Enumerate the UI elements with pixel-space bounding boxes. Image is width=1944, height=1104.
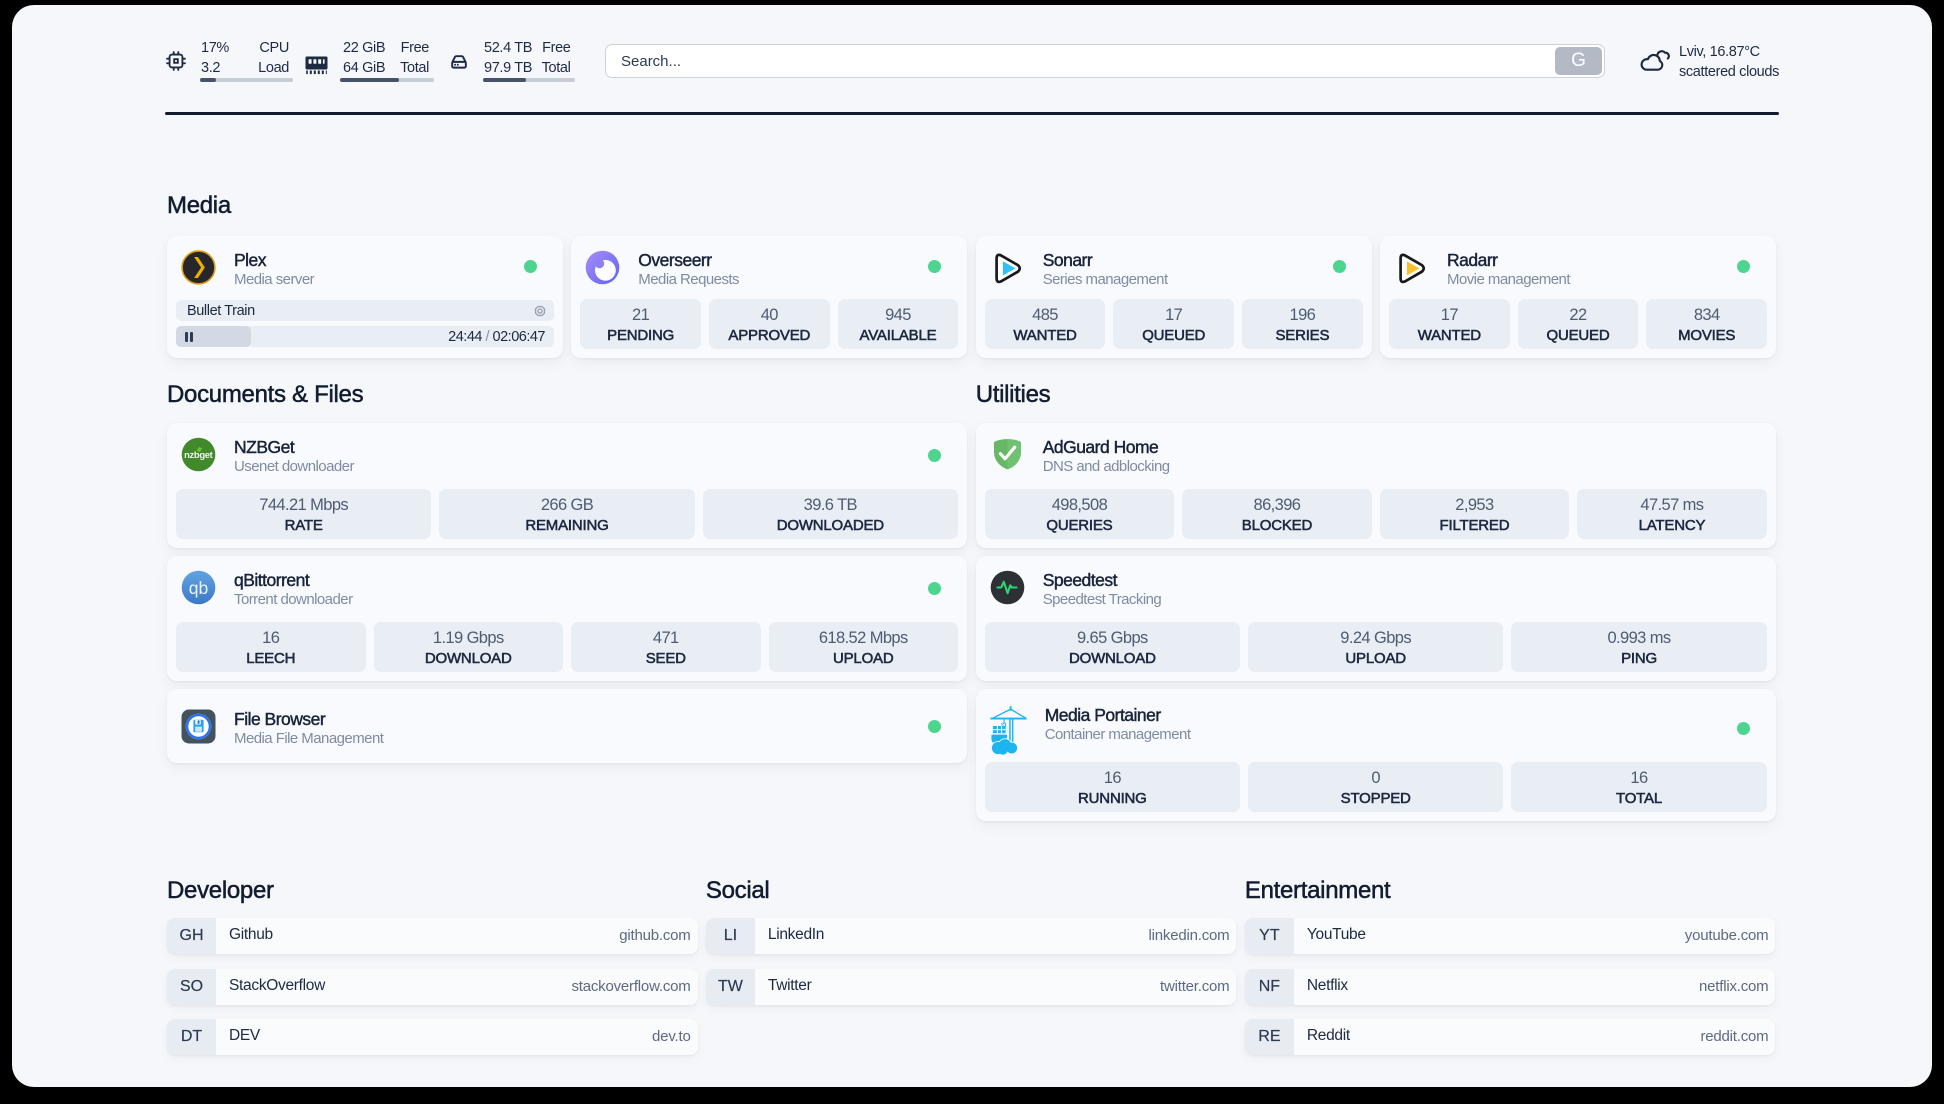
- svg-text:nzbget: nzbget: [184, 449, 213, 460]
- svg-text:qb: qb: [189, 578, 208, 598]
